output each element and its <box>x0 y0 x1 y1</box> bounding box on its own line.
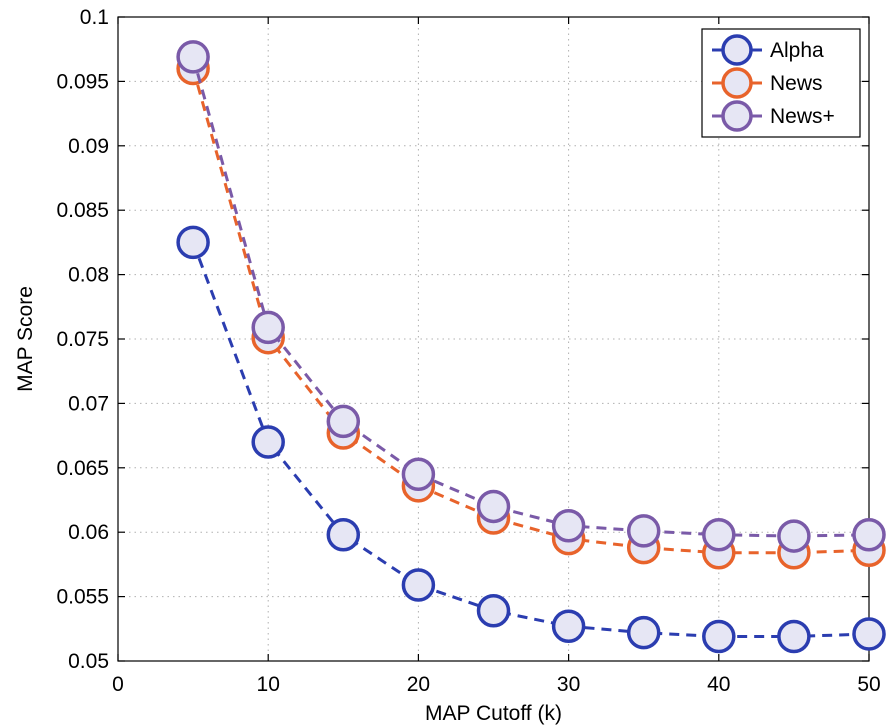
legend-item: News+ <box>712 100 835 132</box>
x-tick-label: 20 <box>407 673 430 696</box>
y-tick-label: 0.085 <box>56 199 109 222</box>
y-axis-label: MAP Score <box>14 286 37 392</box>
legend-marker <box>721 100 753 132</box>
series-line <box>191 56 870 538</box>
y-tick-label: 0.055 <box>56 586 109 609</box>
y-tick-label: 0.07 <box>68 392 109 415</box>
data-point <box>401 457 436 491</box>
data-point <box>852 617 886 651</box>
series-layer <box>176 40 886 654</box>
y-tick-label: 0.1 <box>80 6 109 29</box>
legend: Alpha News News+ <box>701 28 861 138</box>
series-line <box>191 68 870 555</box>
data-point <box>401 568 436 602</box>
y-tick-label: 0.075 <box>56 328 109 351</box>
series-alpha <box>176 225 886 654</box>
y-tick-label: 0.09 <box>68 135 109 158</box>
y-tick-label: 0.065 <box>56 457 109 480</box>
x-tick-label: 0 <box>112 673 124 696</box>
series-line <box>191 241 870 639</box>
x-axis-label: MAP Cutoff (k) <box>425 702 562 725</box>
data-point <box>702 619 736 654</box>
x-tick-label: 10 <box>257 673 280 696</box>
data-point <box>326 518 361 552</box>
legend-label: News+ <box>770 105 835 128</box>
data-point <box>551 609 586 643</box>
y-tick-label: 0.08 <box>68 264 109 287</box>
data-point <box>176 225 210 260</box>
data-point <box>852 518 886 552</box>
y-tick-label: 0.06 <box>68 521 109 544</box>
series-news- <box>176 40 886 553</box>
data-point <box>476 489 511 524</box>
legend-label: News <box>770 72 823 95</box>
y-tick-label: 0.095 <box>56 70 109 93</box>
legend-item: Alpha <box>712 34 824 66</box>
data-point <box>626 514 661 548</box>
x-tick-label: 50 <box>857 673 880 696</box>
data-point <box>476 594 511 628</box>
data-point <box>251 425 285 459</box>
legend-item: News <box>712 67 823 99</box>
legend-marker <box>721 34 753 66</box>
data-point <box>176 40 210 74</box>
x-tick-label: 30 <box>557 673 580 696</box>
data-point <box>702 518 736 552</box>
data-point <box>326 404 361 439</box>
data-point <box>551 509 586 543</box>
y-tick-label: 0.05 <box>68 650 109 673</box>
axis-ticks: 0 10 20 30 40 50 0.05 0.055 0.06 0.065 0.07 0.075 0.… <box>56 6 880 696</box>
data-point <box>251 310 285 345</box>
data-point <box>777 619 811 654</box>
data-point <box>626 615 661 650</box>
x-tick-label: 40 <box>707 673 730 696</box>
legend-label: Alpha <box>770 39 824 62</box>
legend-marker <box>721 67 753 99</box>
data-point <box>777 519 811 553</box>
